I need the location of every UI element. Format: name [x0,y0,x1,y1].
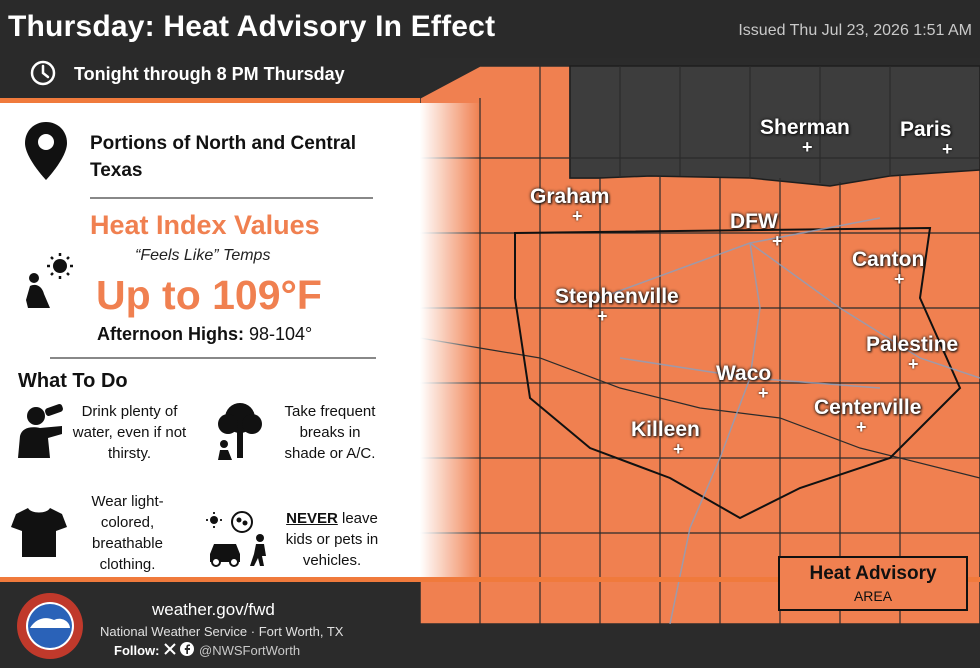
highs-label: Afternoon Highs: [97,324,244,344]
city-label: Paris [900,118,952,141]
region-text: Portions of North and Central Texas [90,133,356,181]
never-emphasis: NEVER [286,510,338,527]
city-marker: + [572,206,583,226]
city-marker: + [597,306,608,326]
no-advisory-area [569,65,980,187]
what-to-do-heading: What To Do [18,370,128,392]
city-label: Graham [530,185,610,208]
city-label: Palestine [866,333,959,356]
city-label: DFW [730,210,778,233]
office-name: National Weather Service · Fort Worth, T… [100,624,344,639]
feels-like-caption: “Feels Like” Temps [135,247,271,264]
heat-index-value: Up to 109°F [96,272,322,318]
advisory-map [420,58,980,624]
legend-title: Heat Advisory [809,563,937,584]
facebook-icon[interactable] [180,642,194,656]
timeframe-text: Tonight through 8 PM Thursday [74,64,345,84]
location-pin-icon [25,122,67,180]
section-divider [90,197,373,199]
city-label: Sherman [760,116,850,139]
section-divider [50,357,376,359]
city-marker: + [673,439,684,459]
tip-vehicles-text: leave kids or pets in vehicles. [285,510,379,569]
heat-index-title: Heat Index Values [90,210,320,240]
map-legend: Heat Advisory AREA [778,556,968,611]
x-logo-icon[interactable] [163,642,177,656]
drinking-water-icon [18,404,63,458]
city-label: Killeen [631,418,700,441]
city-marker: + [772,231,783,251]
clock-icon [30,60,56,86]
city-label: Centerville [814,396,922,419]
issued-timestamp: Issued Thu Jul 23, 2026 1:51 AM [738,22,972,39]
city-marker: + [758,383,769,403]
city-marker: + [894,269,905,289]
city-marker: + [942,139,953,159]
tree-shade-icon [218,403,262,460]
tip-clothing: Wear light-colored, breathable clothing. [91,493,164,573]
social-handle[interactable]: @NWSFortWorth [199,643,301,658]
city-label: Stephenville [555,285,679,308]
nws-logo [17,593,83,659]
header-bar [0,0,980,58]
footer-divider [0,577,980,582]
page-title: Thursday: Heat Advisory In Effect [8,10,496,43]
info-panel [0,103,480,577]
tip-water: Drink plenty of water, even if not thirs… [72,403,187,462]
city-marker: + [908,354,919,374]
divider [0,98,480,103]
afternoon-highs: Afternoon Highs: 98-104° [97,324,312,345]
tip-vehicles: NEVER leave kids or pets in vehicles. [280,508,384,571]
highs-value: 98-104° [249,324,313,344]
follow-label: Follow: [114,643,160,658]
heat-person-icon [26,253,73,308]
website-link[interactable]: weather.gov/fwd [152,600,275,619]
city-marker: + [802,137,813,157]
legend-subtitle: AREA [853,588,893,604]
city-label: Waco [716,362,772,385]
tshirt-icon [11,508,67,557]
city-label: Canton [852,248,925,271]
city-marker: + [856,417,867,437]
tip-shade: Take frequent breaks in shade or A/C. [284,403,376,462]
car-kids-pets-icon [206,511,266,567]
timeframe-bar [0,58,480,98]
